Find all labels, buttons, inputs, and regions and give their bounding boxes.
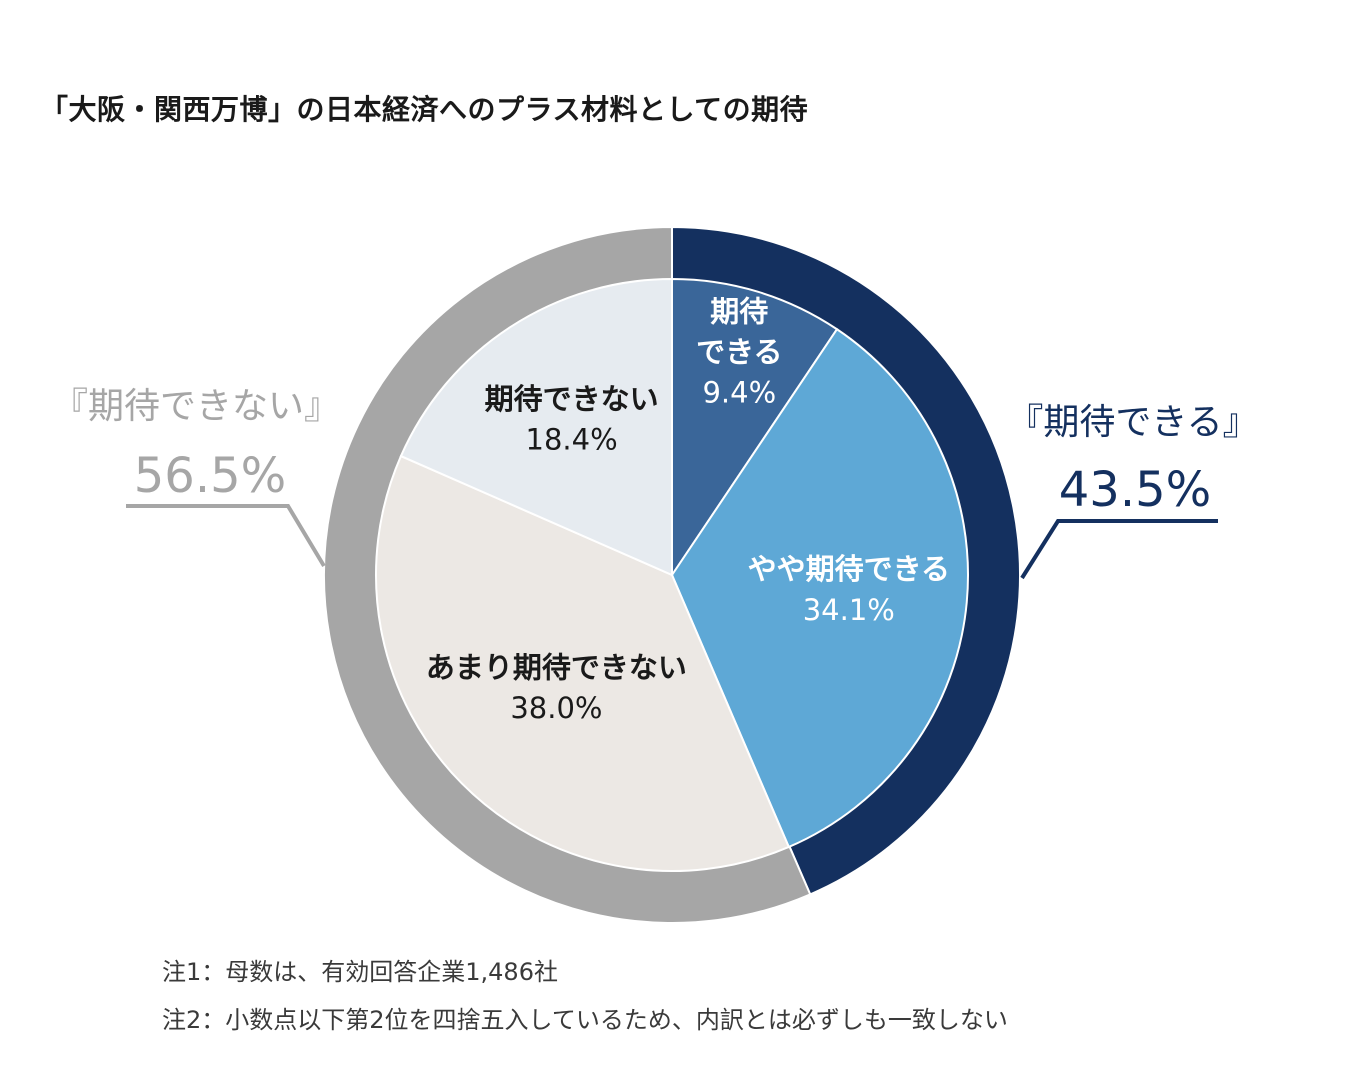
group-name-label-2: 『期待できない』 [52, 386, 340, 427]
slice-name-label-3: あまり期待できない [426, 650, 687, 684]
note-1: 注1：母数は、有効回答企業1,486社 [162, 958, 558, 986]
note-2: 注2：小数点以下第2位を四捨五入しているため、内訳とは必ずしも一致しない [162, 1006, 1008, 1034]
pie-slice-3 [375, 454, 791, 872]
slice-name-label-1: 期待 [710, 295, 768, 329]
slice-value-label-4: 18.4% [526, 423, 618, 457]
group-leader-line-1 [1020, 519, 1218, 580]
chart-title: 「大阪・関西万博」の日本経済へのプラス材料としての期待 [40, 93, 809, 126]
group-value-label-2: 56.5% [134, 448, 286, 504]
slice-value-label-2: 34.1% [803, 593, 895, 627]
group-value-label-1: 43.5% [1059, 462, 1211, 518]
slice-name-label-1: できる [696, 335, 782, 369]
pie-slice-1 [671, 277, 839, 579]
slice-value-label-1: 9.4% [702, 376, 776, 410]
slice-value-label-3: 38.0% [510, 691, 602, 725]
pie-slice-2 [670, 327, 969, 849]
pie-slice-4 [399, 277, 673, 577]
slice-name-label-2: やや期待できる [748, 552, 950, 586]
group-leader-line-2 [126, 504, 326, 568]
group-name-label-1: 『期待できる』 [1007, 402, 1258, 443]
slice-name-label-4: 期待できない [485, 382, 659, 416]
